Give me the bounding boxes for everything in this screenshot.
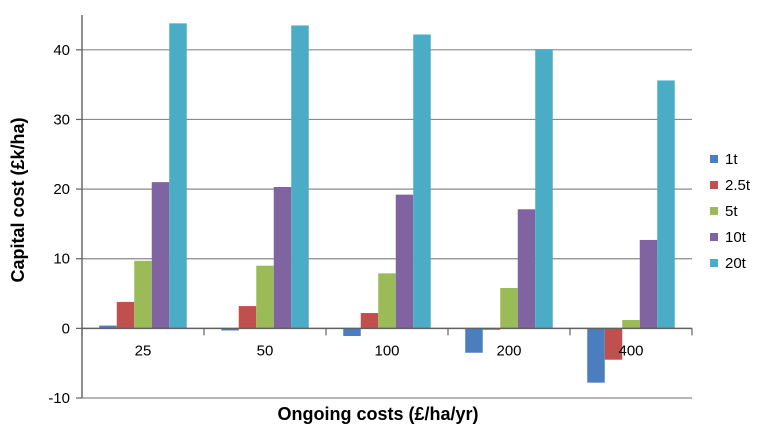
axes <box>76 15 693 399</box>
y-tick-label: 30 <box>53 111 70 128</box>
bar-2.5t-400 <box>604 328 623 360</box>
bar-2.5t-25 <box>116 301 135 329</box>
legend-swatch-10t <box>710 233 718 241</box>
x-tick-label: 25 <box>135 342 152 359</box>
bar-20t-400 <box>657 80 675 329</box>
tick-labels: -10 0 10 20 30 40 25 50 100 200 400 <box>48 42 643 407</box>
bar-20t-200 <box>535 49 553 329</box>
bar-10t-50 <box>273 187 292 329</box>
y-tick-label: 10 <box>53 251 70 268</box>
x-tick-label: 200 <box>496 342 521 359</box>
x-axis-title: Ongoing costs (£/ha/yr) <box>277 404 478 424</box>
legend-swatch-1t <box>710 155 718 163</box>
legend-label-1t: 1t <box>725 151 738 168</box>
bar-10t-200 <box>517 209 536 329</box>
bar-1t-100 <box>343 328 361 337</box>
bar-5t-400 <box>622 320 640 329</box>
legend-label-10t: 10t <box>725 229 747 246</box>
bar-10t-100 <box>395 194 414 329</box>
bar-20t-25 <box>169 23 187 329</box>
bar-1t-25 <box>99 325 117 329</box>
bar-5t-200 <box>500 287 518 329</box>
x-tick-label: 400 <box>618 342 643 359</box>
y-tick-label: -10 <box>48 390 70 407</box>
legend-label-20t: 20t <box>725 255 747 272</box>
bar-5t-100 <box>378 273 396 329</box>
bar-1t-400 <box>587 328 605 383</box>
y-tick-label: 40 <box>53 42 70 59</box>
bar-1t-50 <box>221 328 239 331</box>
bar-10t-400 <box>639 239 658 329</box>
y-axis-title: Capital cost (£k/ha) <box>8 117 28 282</box>
legend-swatch-5t <box>710 207 718 215</box>
y-tick-label: 0 <box>62 320 70 337</box>
bar-20t-100 <box>413 34 431 329</box>
bar-5t-50 <box>256 265 274 329</box>
bars <box>99 23 675 383</box>
legend-swatch-20t <box>710 259 718 267</box>
legend: 1t 2.5t 5t 10t 20t <box>710 151 751 272</box>
legend-swatch-2.5t <box>710 181 718 189</box>
bar-5t-25 <box>134 260 152 329</box>
bar-10t-25 <box>151 182 170 329</box>
bar-1t-200 <box>465 328 483 353</box>
legend-label-2.5t: 2.5t <box>725 177 751 194</box>
bar-2.5t-100 <box>360 313 379 329</box>
bar-20t-50 <box>291 25 309 329</box>
x-tick-label: 100 <box>374 342 399 359</box>
x-tick-label: 50 <box>257 342 274 359</box>
bar-2.5t-50 <box>238 306 257 329</box>
legend-label-5t: 5t <box>725 203 738 220</box>
y-tick-label: 20 <box>53 181 70 198</box>
